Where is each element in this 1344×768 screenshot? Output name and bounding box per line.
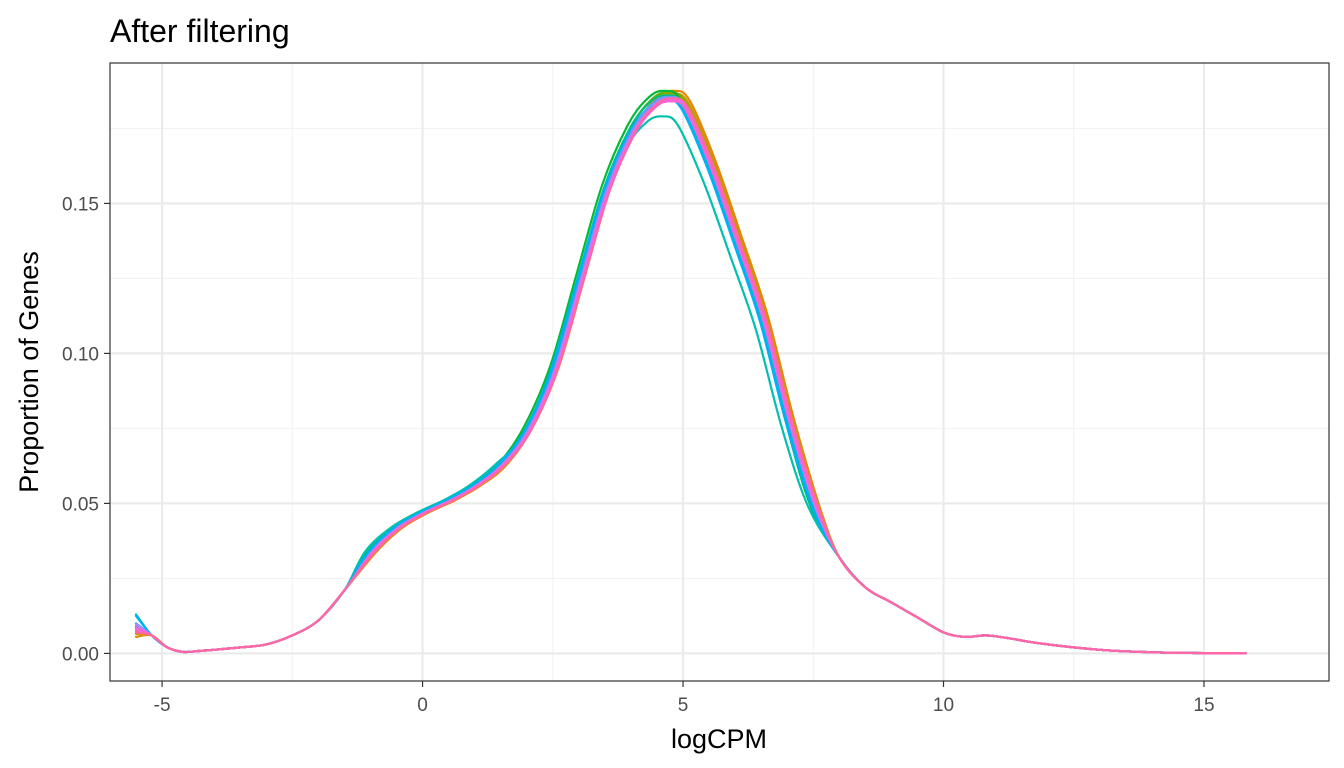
series-line-6: [134, 89, 1247, 655]
series-line-3: [134, 92, 1247, 655]
x-tick-label: 15: [1193, 695, 1214, 716]
series-lines: [134, 89, 1247, 655]
series-line-13: [134, 98, 1247, 655]
series-line-5: [134, 91, 1247, 655]
x-tick-label: 10: [933, 695, 954, 716]
series-line-2: [134, 89, 1247, 655]
y-tick-label: 0.00: [62, 644, 99, 665]
x-tick-label: -5: [154, 695, 171, 716]
series-line-10: [134, 98, 1247, 655]
series-line-1: [134, 95, 1247, 655]
series-line-9: [134, 97, 1247, 655]
grid: [110, 63, 1329, 681]
series-line-14: [134, 100, 1247, 655]
x-axis-title: logCPM: [671, 724, 767, 754]
axis-ticks: [104, 202, 1205, 687]
x-tick-label: 0: [417, 695, 428, 716]
series-line-4: [134, 94, 1247, 655]
x-tick-label: 5: [678, 695, 689, 716]
series-line-12: [134, 97, 1247, 655]
y-tick-label: 0.05: [62, 494, 99, 515]
x-tick-labels: -5 0 5 10 15: [154, 695, 1215, 716]
series-line-7: [134, 94, 1247, 655]
chart-title: After filtering: [110, 13, 290, 49]
series-line-11: [134, 95, 1247, 655]
series-line-15: [134, 97, 1247, 655]
y-axis-title: Proportion of Genes: [14, 251, 44, 493]
y-tick-labels: 0.00 0.05 0.10 0.15: [62, 194, 99, 665]
series-line-8: [134, 115, 1247, 655]
panel-border: [109, 62, 1330, 682]
y-tick-label: 0.10: [62, 344, 99, 365]
y-tick-label: 0.15: [62, 194, 99, 215]
